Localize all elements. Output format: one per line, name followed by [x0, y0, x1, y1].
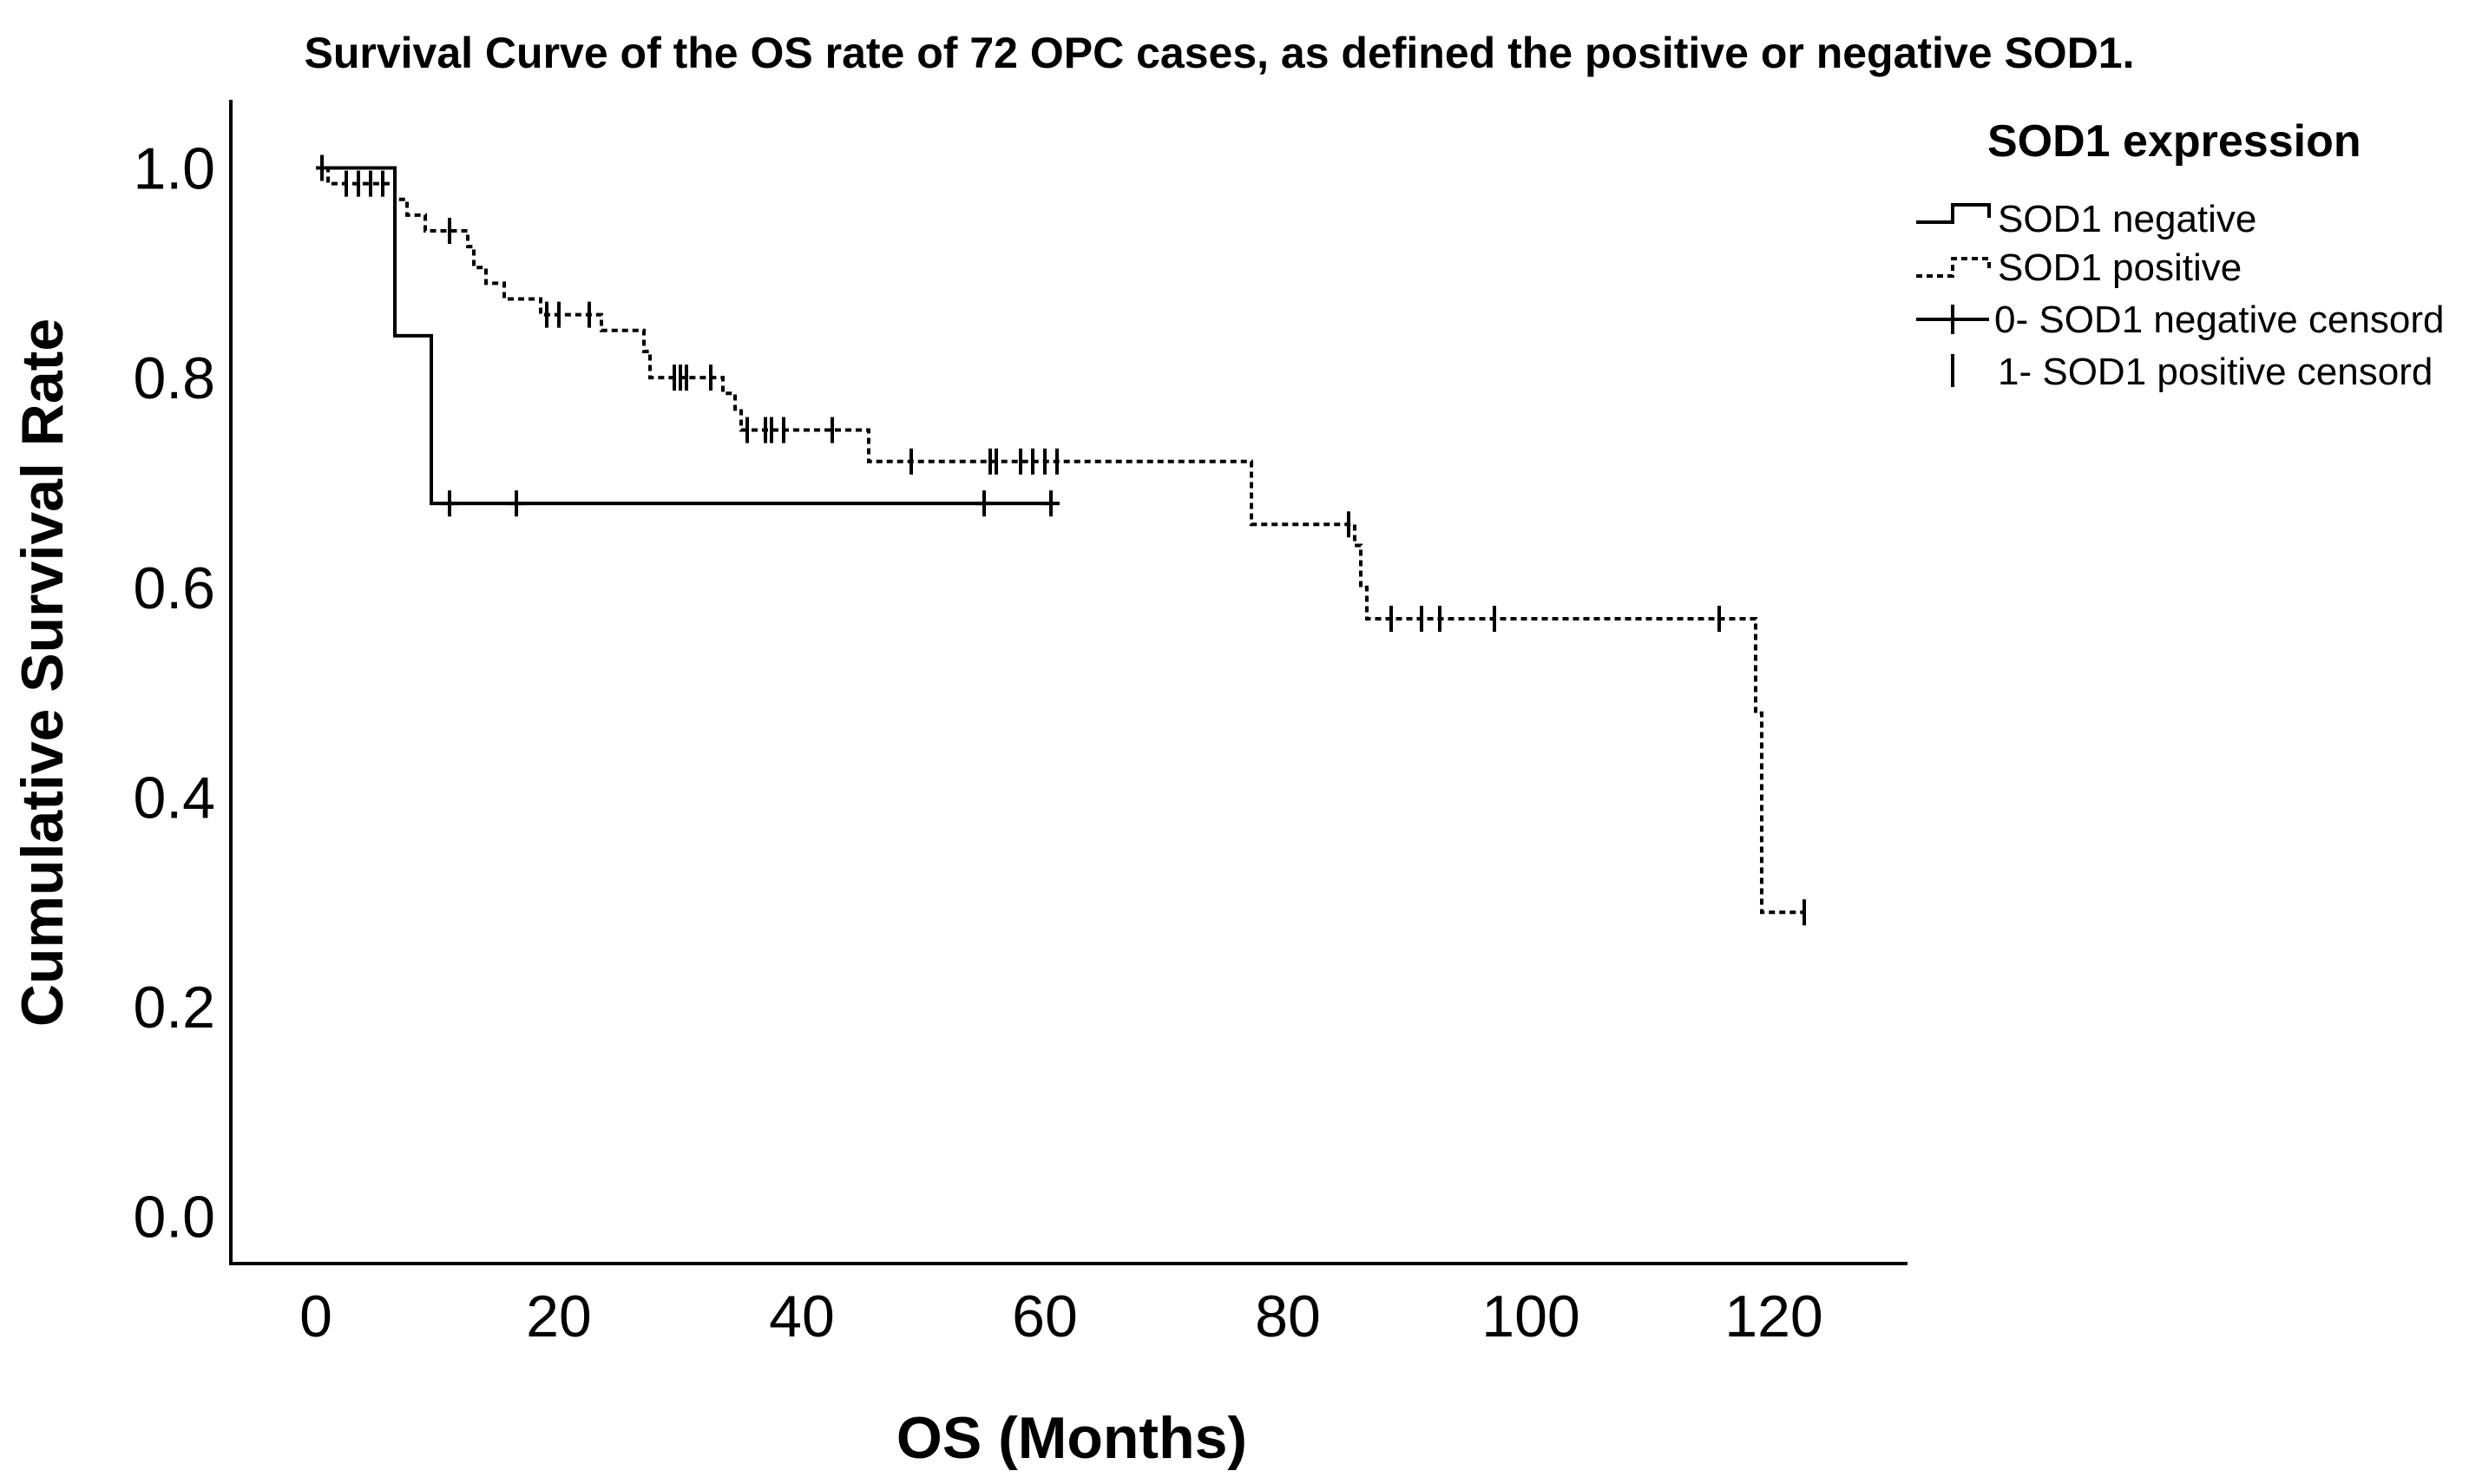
x-tick-label: 20: [526, 1284, 592, 1349]
x-tick-label: 80: [1255, 1284, 1321, 1349]
x-axis-label: OS (Months): [896, 1405, 1247, 1471]
y-tick-labels: 0.0 0.2 0.4 0.6 0.8 1.0: [133, 136, 215, 1251]
x-tick-label: 120: [1724, 1284, 1822, 1349]
survival-series: [316, 154, 1806, 926]
y-tick-label: 0.2: [133, 975, 215, 1041]
censor-mark-negative: [975, 490, 993, 517]
legend-negative-censored-swatch: [1916, 305, 1989, 334]
x-tick-labels: 0 20 40 60 80 100 120: [299, 1284, 1823, 1349]
legend-positive-censored-label: 1- SOD1 positive censord: [1998, 351, 2433, 393]
x-tick-label: 0: [299, 1284, 332, 1349]
sod1-positive-curve: [316, 166, 1804, 915]
x-tick-label: 40: [769, 1284, 835, 1349]
legend-sod1-positive-swatch: [1916, 257, 1991, 278]
y-axis-label: Cumulative Survival Rate: [10, 318, 76, 1027]
chart-title: Survival Curve of the OS rate of 72 OPC …: [304, 29, 2134, 77]
sod1-negative-curve: [316, 166, 1051, 506]
x-tick-label: 100: [1481, 1284, 1579, 1349]
x-tick-label: 60: [1012, 1284, 1078, 1349]
y-tick-label: 0.0: [133, 1185, 215, 1251]
legend-title: SOD1 expression: [1987, 116, 2361, 167]
legend: SOD1 expression SOD1 negative SOD1 posit…: [1916, 116, 2445, 393]
legend-sod1-negative-label: SOD1 negative: [1998, 198, 2256, 240]
y-tick-label: 0.4: [133, 765, 215, 831]
censor-mark-negative: [1042, 490, 1060, 517]
y-tick-label: 0.6: [133, 555, 215, 621]
y-tick-label: 1.0: [133, 136, 215, 202]
legend-negative-censored-label: 0- SOD1 negative censord: [1994, 299, 2445, 341]
legend-sod1-positive-label: SOD1 positive: [1998, 246, 2242, 289]
y-tick-label: 0.8: [133, 345, 215, 411]
legend-sod1-negative-swatch: [1916, 203, 1991, 224]
censor-mark-negative: [441, 490, 458, 517]
censor-mark-negative: [508, 490, 525, 517]
